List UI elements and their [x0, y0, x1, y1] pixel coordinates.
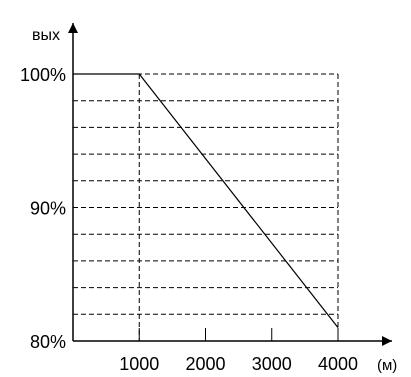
x-axis-label: (м)	[377, 357, 397, 374]
y-tick-label: 100%	[20, 65, 66, 85]
x-tick-label: 1000	[119, 354, 159, 374]
y-tick-label: 80%	[30, 332, 66, 352]
series-line	[73, 73, 339, 329]
axes	[68, 23, 392, 346]
x-tick-label: 2000	[185, 354, 225, 374]
grid	[73, 73, 339, 341]
x-tick-label: 4000	[318, 354, 358, 374]
labels: 1000 2000 3000 4000 80% 90% 100% вых (м)	[20, 27, 397, 374]
y-axis-label: вых	[32, 27, 60, 44]
x-tick-label: 3000	[252, 354, 292, 374]
data-series	[73, 73, 339, 329]
y-tick-label: 90%	[30, 199, 66, 219]
